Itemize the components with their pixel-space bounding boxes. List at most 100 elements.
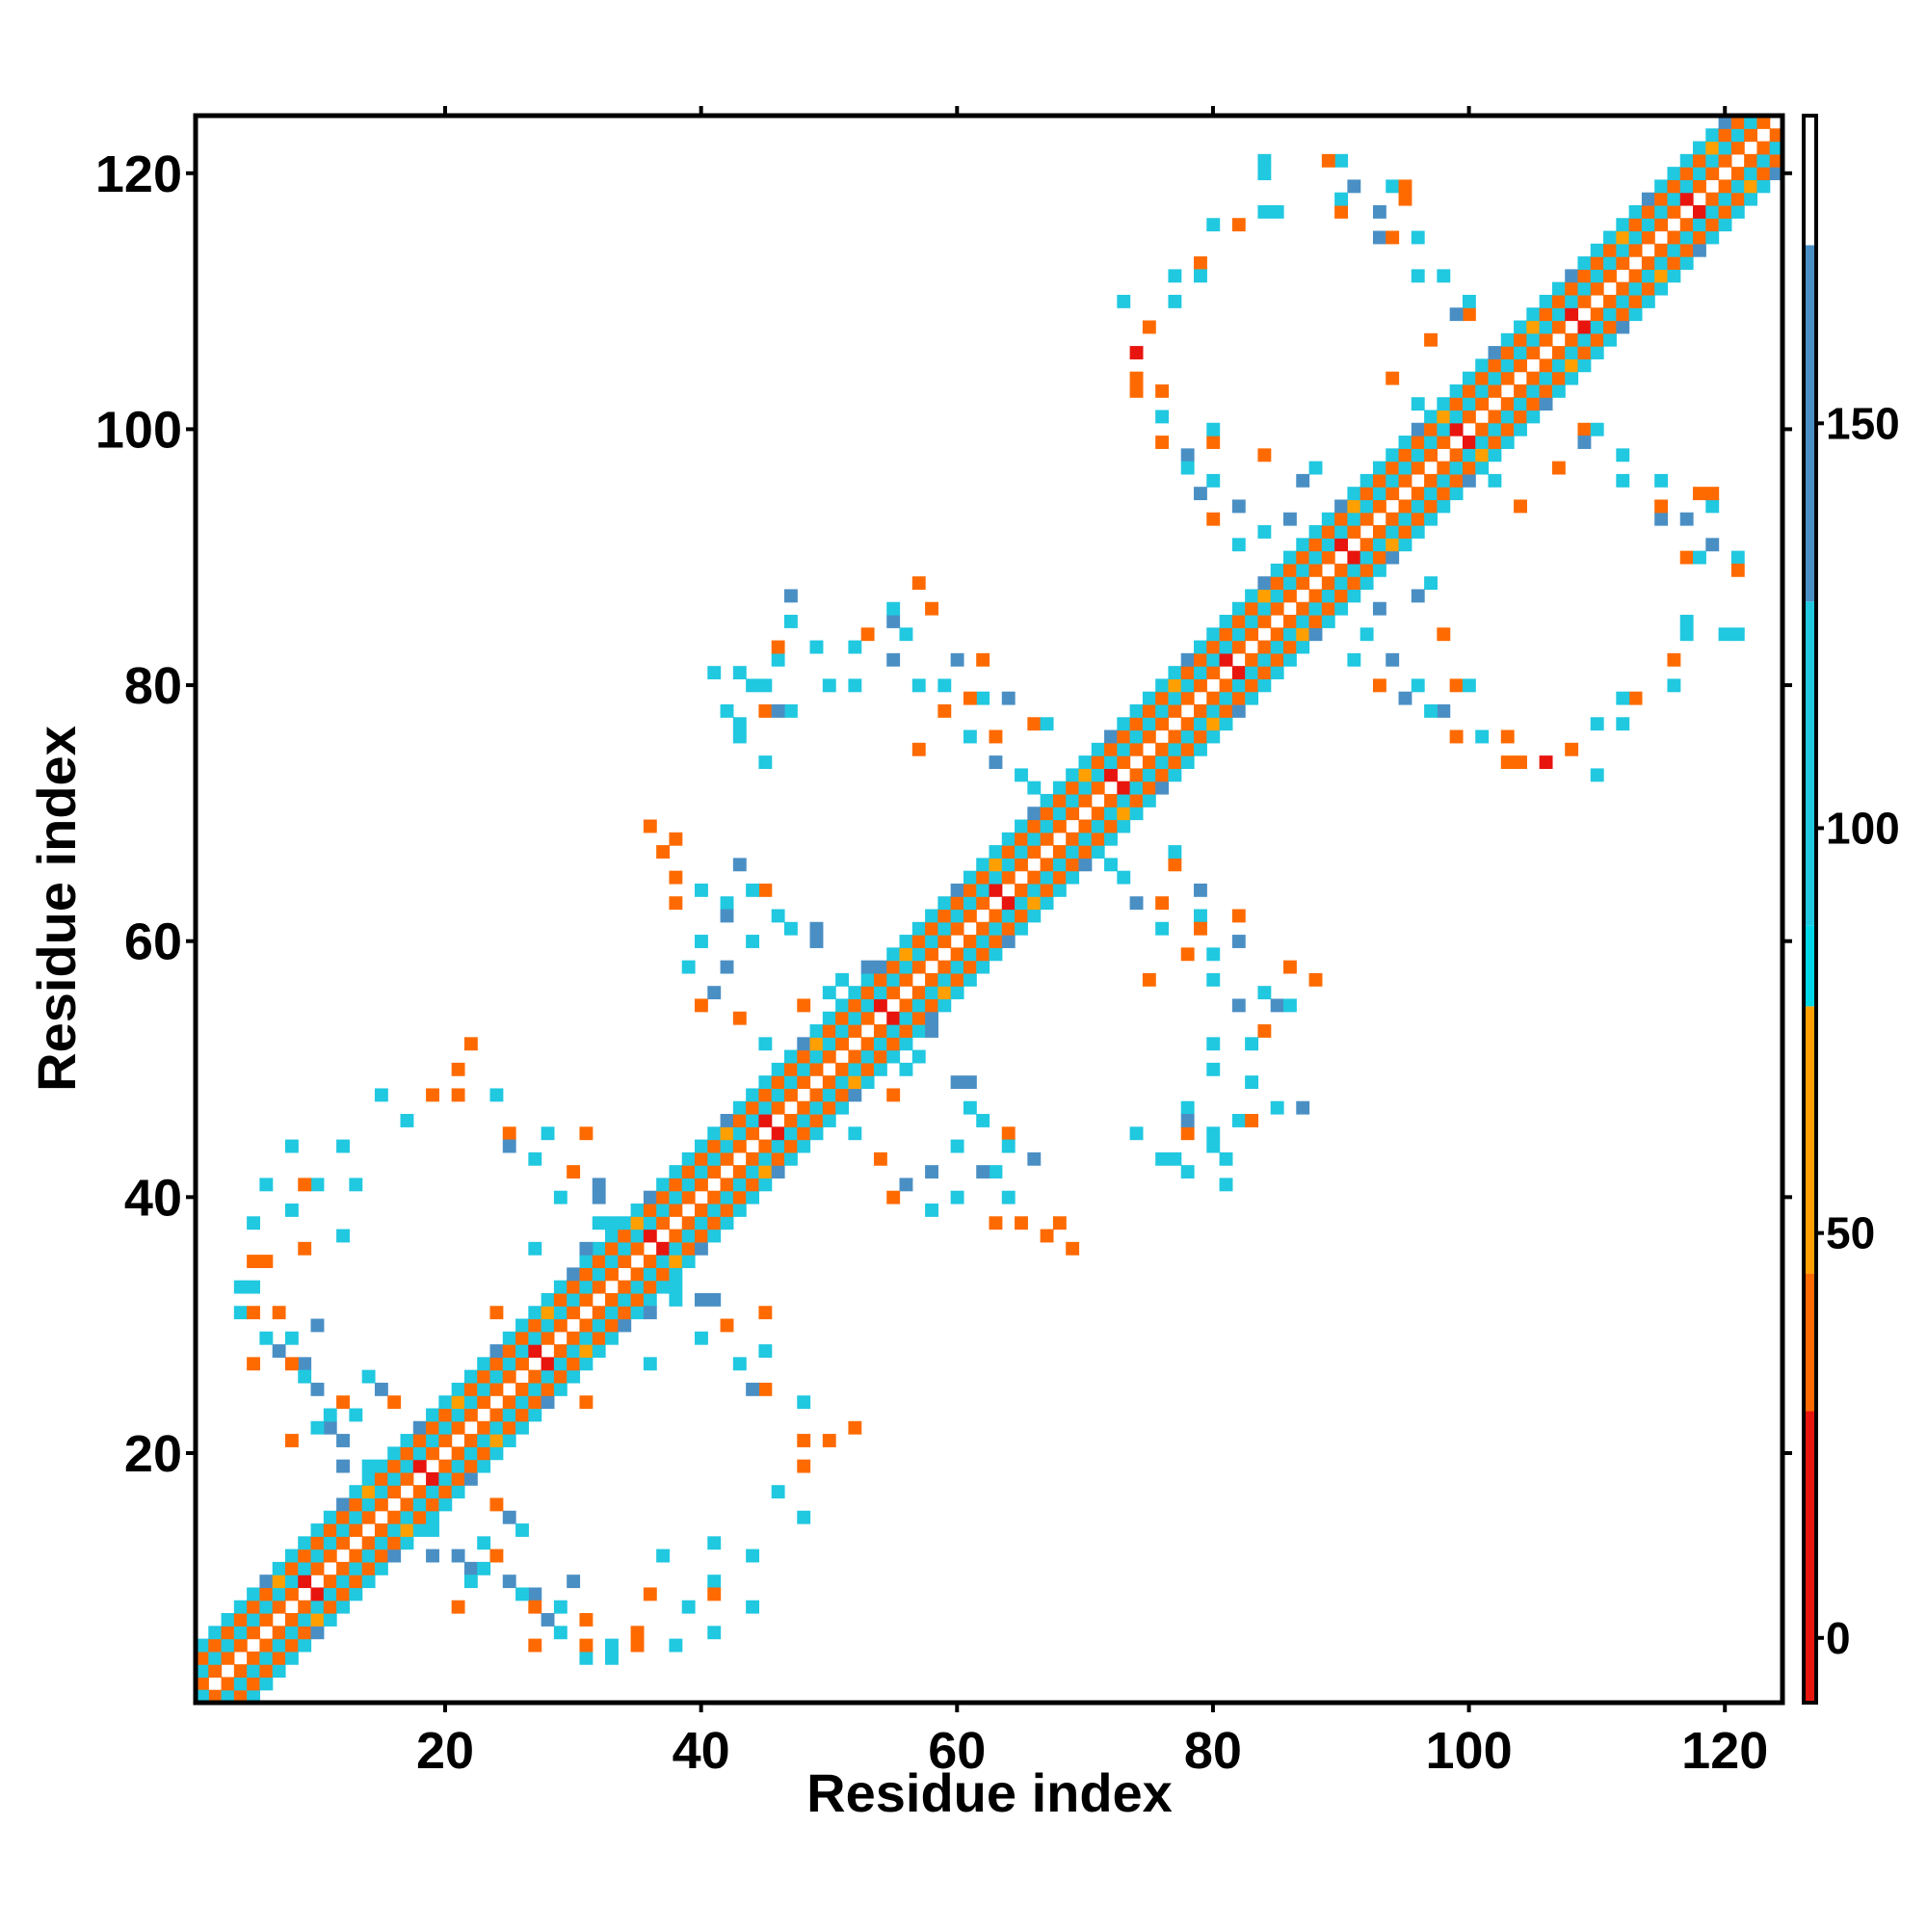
heatmap-cell xyxy=(284,1548,299,1563)
heatmap-cell xyxy=(1730,192,1745,206)
heatmap-cell xyxy=(221,1626,235,1640)
heatmap-cell xyxy=(336,1523,350,1537)
heatmap-cell xyxy=(323,1548,337,1563)
heatmap-cell xyxy=(835,1100,849,1115)
heatmap-cell xyxy=(681,960,696,974)
heatmap-cell xyxy=(1386,538,1400,552)
heatmap-cell xyxy=(873,972,887,987)
heatmap-cell xyxy=(1231,703,1246,718)
heatmap-cell xyxy=(1462,307,1476,322)
heatmap-cell xyxy=(1398,179,1412,194)
heatmap-cell xyxy=(911,998,926,1013)
heatmap-cell xyxy=(1027,896,1042,911)
heatmap-cell xyxy=(1206,717,1221,731)
heatmap-cell xyxy=(835,1075,849,1090)
heatmap-cell xyxy=(1577,320,1592,334)
heatmap-cell xyxy=(605,1638,619,1653)
heatmap-cell xyxy=(797,998,811,1013)
heatmap-cell xyxy=(695,1151,708,1166)
heatmap-cell xyxy=(911,935,926,948)
heatmap-cell xyxy=(822,1024,836,1038)
heatmap-cell xyxy=(1693,218,1706,232)
heatmap-cell xyxy=(1616,230,1630,245)
heatmap-cell xyxy=(233,1306,248,1320)
heatmap-cell xyxy=(630,1638,645,1653)
heatmap-cell xyxy=(1679,243,1694,257)
heatmap-cell xyxy=(298,1178,312,1192)
heatmap-cell xyxy=(1590,346,1604,359)
heatmap-cell xyxy=(656,1203,671,1217)
heatmap-cell xyxy=(1437,422,1451,437)
heatmap-cell xyxy=(1667,167,1681,181)
heatmap-cell xyxy=(1500,436,1515,449)
heatmap-cell xyxy=(1231,615,1246,628)
heatmap-cell xyxy=(1500,346,1515,359)
heatmap-cell xyxy=(528,1600,542,1614)
heatmap-cell xyxy=(860,1049,875,1064)
heatmap-cell xyxy=(758,1088,773,1102)
heatmap-cell xyxy=(1040,883,1054,897)
heatmap-cell xyxy=(361,1575,376,1589)
heatmap-cell xyxy=(1449,473,1464,488)
heatmap-cell xyxy=(1705,204,1720,219)
heatmap-cell xyxy=(643,1229,657,1243)
heatmap-cell xyxy=(528,1331,542,1345)
heatmap-cell xyxy=(541,1357,555,1371)
heatmap-cell xyxy=(1117,294,1131,308)
heatmap-cell xyxy=(630,1267,645,1282)
heatmap-cell xyxy=(925,986,938,1000)
heatmap-cell xyxy=(1282,627,1297,642)
heatmap-cell xyxy=(387,1548,402,1563)
heatmap-cell xyxy=(605,1331,619,1345)
heatmap-cell xyxy=(1194,652,1207,667)
heatmap-cell xyxy=(233,1600,248,1614)
heatmap-cell xyxy=(783,921,798,936)
heatmap-cell xyxy=(451,1062,465,1076)
x-tick-label: 100 xyxy=(1426,1722,1513,1780)
heatmap-cell xyxy=(1168,294,1182,308)
heatmap-cell xyxy=(643,1587,657,1601)
heatmap-cell xyxy=(1194,269,1207,283)
heatmap-cell xyxy=(732,717,747,731)
heatmap-cell xyxy=(989,845,1003,859)
heatmap-cell xyxy=(783,1151,798,1166)
heatmap-cell xyxy=(1693,179,1706,194)
heatmap-cell xyxy=(976,883,990,897)
heatmap-cell xyxy=(1052,807,1067,821)
heatmap-cell xyxy=(1168,1151,1182,1166)
heatmap-cell xyxy=(1231,218,1246,232)
heatmap-cell xyxy=(643,1280,657,1294)
heatmap-cell xyxy=(1321,525,1335,539)
heatmap-cell xyxy=(1104,832,1118,846)
heatmap-cell xyxy=(1437,397,1451,411)
heatmap-cell xyxy=(1411,397,1425,411)
heatmap-cell xyxy=(937,972,952,987)
heatmap-cell xyxy=(1066,793,1080,807)
heatmap-cell xyxy=(746,883,760,897)
y-tick-label: 100 xyxy=(95,401,182,459)
heatmap-cell xyxy=(695,1203,708,1217)
heatmap-cell xyxy=(349,1510,363,1524)
heatmap-cell xyxy=(1257,640,1272,654)
heatmap-cell xyxy=(1052,845,1067,859)
heatmap-cell xyxy=(989,947,1003,962)
heatmap-cell xyxy=(463,1434,478,1447)
heatmap-cell xyxy=(1155,781,1170,795)
heatmap-cell xyxy=(848,1075,862,1090)
heatmap-cell xyxy=(1577,422,1592,437)
heatmap-cell xyxy=(1308,589,1323,603)
heatmap-cell xyxy=(553,1280,568,1294)
heatmap-cell xyxy=(1577,436,1592,449)
heatmap-cell xyxy=(400,1446,414,1461)
heatmap-cell xyxy=(374,1548,388,1563)
heatmap-cell xyxy=(1001,1139,1016,1153)
heatmap-cell xyxy=(720,909,734,923)
heatmap-cell xyxy=(1117,729,1131,744)
heatmap-cell xyxy=(1117,755,1131,769)
heatmap-cell xyxy=(758,1165,773,1179)
heatmap-cell xyxy=(1282,615,1297,628)
heatmap-cell xyxy=(208,1689,223,1704)
heatmap-cell xyxy=(310,1587,325,1601)
heatmap-cell xyxy=(771,640,785,654)
